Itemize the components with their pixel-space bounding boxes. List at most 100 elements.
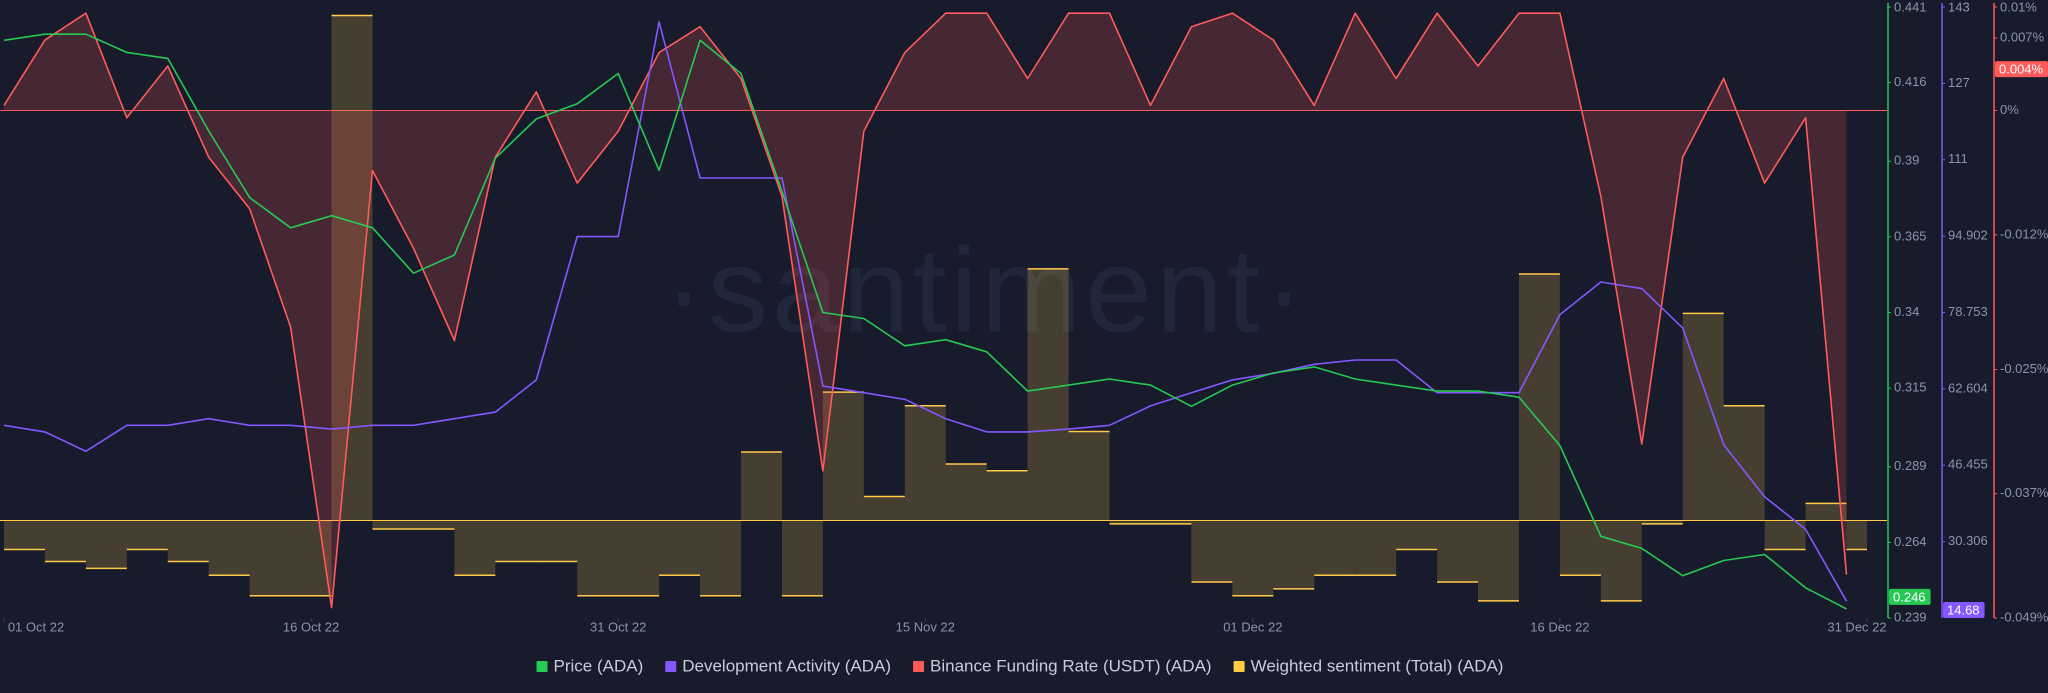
sentiment-bar bbox=[1641, 520, 1683, 524]
sentiment-bar bbox=[249, 520, 291, 596]
watermark: ·santiment· bbox=[664, 224, 1308, 358]
sentiment-bar bbox=[1600, 520, 1642, 601]
x-tick-label: 16 Oct 22 bbox=[283, 619, 339, 634]
y-tick-label: 111 bbox=[1948, 151, 1968, 166]
sentiment-bar bbox=[1109, 520, 1151, 524]
sentiment-bar bbox=[618, 520, 660, 596]
y-tick-label: 0.239 bbox=[1894, 609, 1927, 624]
y-tick-label: 0.39 bbox=[1894, 153, 1919, 168]
sentiment-bar bbox=[1191, 520, 1233, 583]
sentiment-bar bbox=[44, 520, 86, 562]
y-tick-label: 127 bbox=[1948, 75, 1970, 90]
y-tick-label: 143 bbox=[1948, 0, 1970, 14]
sentiment-bar bbox=[741, 451, 782, 521]
sentiment-bar bbox=[1232, 520, 1274, 596]
y-tick-label: 0.264 bbox=[1894, 534, 1927, 549]
sentiment-bar bbox=[126, 520, 168, 550]
sentiment-bar bbox=[1846, 520, 1867, 550]
current-label: 14.68 bbox=[1947, 602, 1980, 617]
sentiment-bar bbox=[1314, 520, 1356, 576]
series-line bbox=[3, 33, 1847, 610]
x-tick-label: 01 Oct 22 bbox=[8, 619, 64, 634]
legend-label: Development Activity (ADA) bbox=[682, 656, 891, 675]
y-tick-label: -0.049% bbox=[2000, 609, 2048, 624]
sentiment-bar bbox=[167, 520, 209, 562]
sentiment-bar bbox=[1559, 520, 1601, 576]
legend-label: Price (ADA) bbox=[554, 656, 644, 675]
sentiment-bar bbox=[1518, 273, 1560, 521]
sentiment-bar bbox=[1723, 405, 1765, 521]
sentiment-bar bbox=[1027, 268, 1069, 521]
sentiment-bar bbox=[659, 520, 701, 576]
y-tick-label: -0.037% bbox=[2000, 485, 2048, 500]
legend-swatch bbox=[913, 661, 925, 672]
sentiment-bar bbox=[577, 520, 619, 596]
current-value: 14.68 bbox=[1943, 602, 1985, 618]
sentiment-bar bbox=[700, 520, 742, 596]
sentiment-bar bbox=[1273, 520, 1315, 589]
legend: Price (ADA) Development Activity (ADA) Bin… bbox=[536, 656, 1504, 675]
sentiment-bar bbox=[495, 520, 537, 562]
sentiment-bar bbox=[1478, 520, 1519, 601]
sentiment-bar bbox=[208, 520, 250, 576]
y-tick-label: -0.025% bbox=[2000, 361, 2048, 376]
current-bubble bbox=[1889, 588, 1931, 605]
y-tick-label: 0.289 bbox=[1894, 458, 1927, 473]
x-tick-label: 15 Nov 22 bbox=[896, 619, 955, 634]
current-value: 0.004% bbox=[1995, 61, 2048, 78]
legend-swatch bbox=[665, 661, 677, 672]
sentiment-bar bbox=[986, 470, 1028, 521]
y-tick-label: 0% bbox=[2000, 102, 2019, 117]
sentiment-bar bbox=[1396, 520, 1438, 550]
sentiment-bar bbox=[1764, 520, 1806, 550]
y-tick-label: 46.455 bbox=[1948, 457, 1988, 472]
legend-label: Weighted sentiment (Total) (ADA) bbox=[1251, 656, 1504, 675]
x-tick-label: 01 Dec 22 bbox=[1223, 619, 1282, 634]
series-area bbox=[4, 13, 1847, 608]
y-tick-label: 94.902 bbox=[1948, 228, 1988, 243]
sentiment-bar bbox=[536, 520, 578, 562]
sentiment-bar bbox=[413, 520, 455, 530]
y-tick-label: 30.306 bbox=[1948, 533, 1988, 548]
sentiment-bar bbox=[1150, 520, 1192, 524]
legend-swatch bbox=[1233, 661, 1245, 672]
y-tick-label: 0.315 bbox=[1894, 380, 1927, 395]
y-tick-label: 0.416 bbox=[1894, 74, 1927, 89]
current-value: 0.246 bbox=[1889, 588, 1931, 605]
y-tick-label: -0.012% bbox=[2000, 226, 2048, 241]
sentiment-bar bbox=[1805, 503, 1847, 521]
legend-swatch bbox=[536, 661, 548, 672]
y-tick-label: 0.34 bbox=[1894, 304, 1919, 319]
sentiment-bar bbox=[372, 520, 414, 530]
sentiment-bar bbox=[1437, 520, 1479, 583]
y-tick-label: 0.01% bbox=[2000, 0, 2037, 14]
sentiment-bar bbox=[1355, 520, 1397, 576]
current-bubble bbox=[1995, 61, 2048, 78]
current-label: 0.246 bbox=[1893, 589, 1926, 604]
current-bubble bbox=[1943, 602, 1985, 618]
sentiment-bar bbox=[85, 520, 127, 569]
series-line bbox=[3, 21, 1848, 602]
sentiment-bar bbox=[454, 520, 496, 576]
sentiment-bar bbox=[904, 405, 946, 521]
sentiment-bar bbox=[781, 520, 823, 596]
x-tick-label: 31 Dec 22 bbox=[1827, 619, 1886, 634]
series-line bbox=[3, 12, 1848, 609]
sentiment-bar bbox=[331, 15, 373, 521]
y-tick-label: 0.441 bbox=[1894, 0, 1927, 14]
y-tick-label: 62.604 bbox=[1948, 380, 1988, 395]
x-tick-label: 31 Oct 22 bbox=[590, 619, 646, 634]
x-tick-label: 16 Dec 22 bbox=[1530, 619, 1589, 634]
y-tick-label: 0.007% bbox=[2000, 30, 2045, 45]
y-tick-label: 78.753 bbox=[1948, 304, 1988, 319]
current-label: 0.004% bbox=[1999, 62, 2044, 77]
sentiment-bar bbox=[945, 463, 987, 521]
sentiment-bar bbox=[1068, 431, 1110, 521]
sentiment-bar bbox=[863, 496, 905, 521]
sentiment-bar bbox=[4, 520, 45, 550]
legend-label: Binance Funding Rate (USDT) (ADA) bbox=[930, 656, 1212, 675]
y-tick-label: 0.365 bbox=[1894, 228, 1927, 243]
